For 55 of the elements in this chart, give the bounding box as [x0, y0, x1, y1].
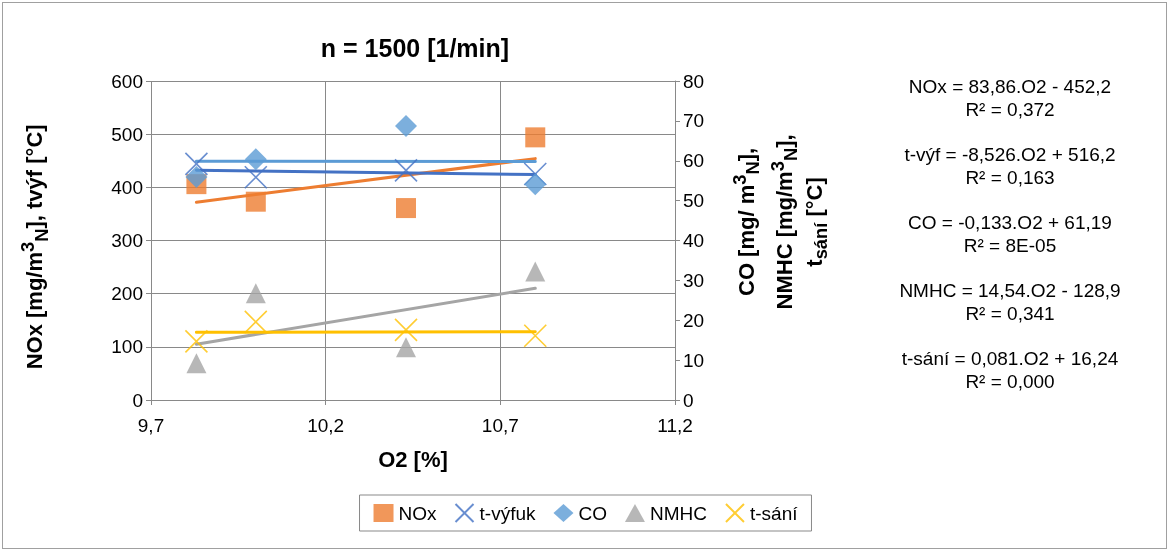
y-tick-label: 100	[111, 336, 143, 358]
y2-tick-label: 0	[683, 389, 694, 411]
text: t-výf = -8,526.O2 + 516,2	[903, 143, 1117, 166]
point	[245, 191, 266, 212]
y2-tick-label: 20	[683, 309, 705, 331]
x-tick-label: 10,7	[481, 415, 519, 436]
y2-tick-label: 40	[683, 230, 705, 251]
point	[396, 198, 417, 219]
point	[395, 115, 418, 138]
y-tick-label: 400	[111, 176, 143, 198]
point	[525, 261, 546, 282]
legend-label: t-sání	[749, 502, 799, 524]
text: R² = 0,341	[964, 302, 1056, 325]
x-tick-label: 9,7	[137, 415, 165, 436]
point	[186, 353, 207, 374]
y-tick-label: 600	[111, 70, 143, 92]
point	[394, 318, 418, 342]
point	[184, 152, 209, 176]
x-axis-title: O2 [%]	[378, 446, 448, 472]
y2-tick-label: 10	[683, 349, 705, 371]
point	[524, 173, 547, 196]
legend-label: CO	[578, 502, 607, 524]
chart-title: n = 1500 [1/min]	[320, 33, 510, 62]
y-tick-label: 300	[111, 230, 143, 251]
text: NOx = 83,86.O2 - 452,2	[907, 75, 1113, 98]
x-tick-label: 10,2	[307, 415, 345, 436]
point	[244, 148, 267, 171]
point	[245, 283, 266, 304]
y-tick-label: 0	[132, 389, 143, 411]
text: CO = -0,133.O2 + 61,19	[907, 211, 1113, 234]
point	[185, 166, 208, 189]
text: NMHC = 14,54.O2 - 128,9	[898, 279, 1122, 302]
text: R² = 0,163	[964, 166, 1056, 189]
y2-tick-label: 30	[683, 269, 705, 291]
text: R² = 8E-05	[962, 234, 1058, 257]
y2-tick-label: 70	[683, 110, 705, 132]
legend-label: NMHC	[649, 502, 707, 524]
text: R² = 0,372	[964, 98, 1056, 121]
x-tick-label: 11,2	[657, 415, 693, 436]
legend-label: t-výfuk	[479, 502, 536, 524]
y2-tick-label: 80	[683, 70, 705, 92]
point	[523, 324, 548, 348]
point	[244, 310, 268, 334]
text: t-sání = 0,081.O2 + 16,24	[900, 347, 1120, 370]
point	[394, 158, 418, 183]
y-tick-label: 500	[111, 123, 143, 145]
point	[184, 329, 209, 354]
y2-tick-label: 60	[683, 150, 705, 172]
point	[244, 165, 268, 190]
y-tick-label: 200	[111, 283, 143, 305]
text: R² = 0,000	[964, 370, 1056, 393]
point	[396, 337, 417, 358]
legend-label: NOx	[398, 502, 438, 524]
y2-tick-label: 50	[683, 190, 705, 212]
point	[525, 127, 546, 148]
